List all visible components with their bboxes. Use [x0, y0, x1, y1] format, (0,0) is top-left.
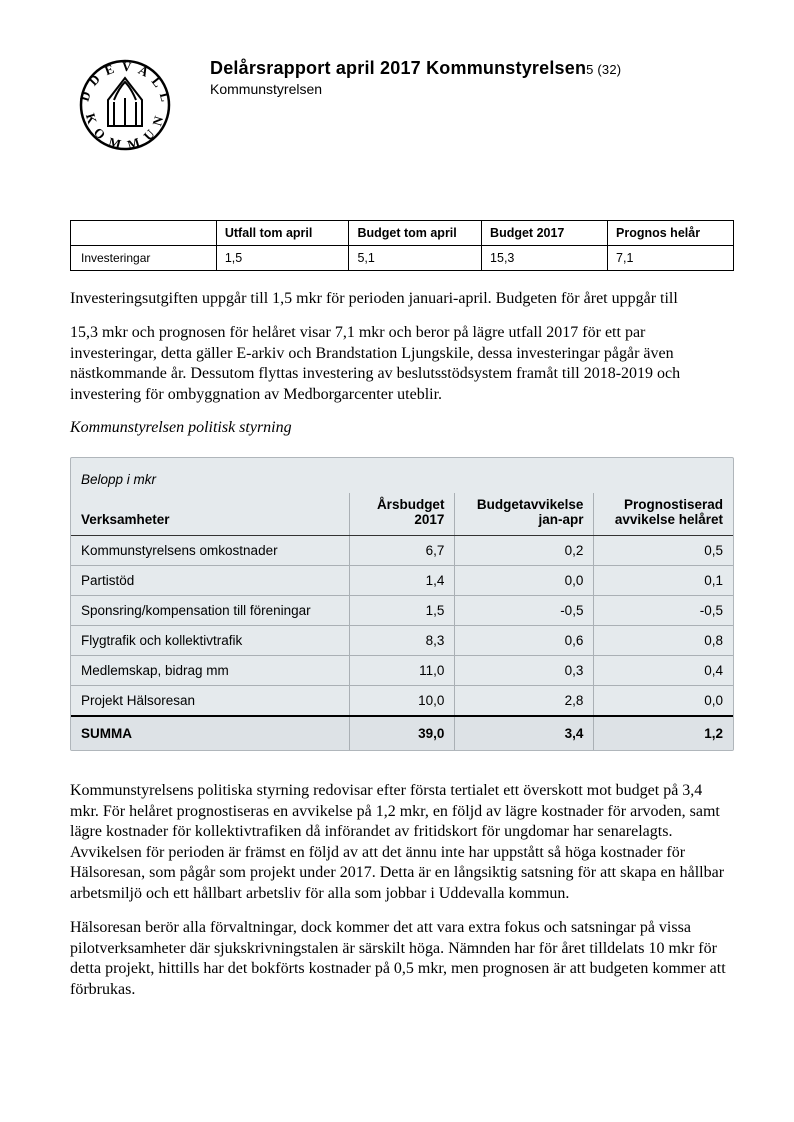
- row-label: Sponsring/kompensation till föreningar: [71, 596, 349, 626]
- cell: 8,3: [349, 626, 455, 656]
- unit-label: Belopp i mkr: [71, 458, 733, 493]
- investments-table: Utfall tom april Budget tom april Budget…: [70, 220, 734, 271]
- row-label: Kommunstyrelsens omkostnader: [71, 536, 349, 566]
- table-row: Sponsring/kompensation till föreningar1,…: [71, 596, 733, 626]
- cell: 2,8: [455, 686, 594, 717]
- cell: 1,5: [216, 246, 349, 271]
- sum-row: SUMMA39,03,41,2: [71, 716, 733, 750]
- paragraph: 15,3 mkr och prognosen för helåret visar…: [70, 323, 734, 405]
- page: • U D D E V A L L A • K O M M U N Delårs…: [0, 0, 794, 1074]
- header-text: Delårsrapport april 2017 Kommunstyrelsen…: [210, 50, 621, 97]
- row-label: Flygtrafik och kollektivtrafik: [71, 626, 349, 656]
- col-avvikelse-apr: Budgetavvikelse jan-apr: [455, 493, 594, 536]
- header-row: • U D D E V A L L A • K O M M U N Delårs…: [70, 50, 734, 160]
- col-prognos: Prognos helår: [608, 221, 734, 246]
- cell: 0,5: [594, 536, 733, 566]
- cell: 0,6: [455, 626, 594, 656]
- col-arsbudget: Årsbudget 2017: [349, 493, 455, 536]
- activities-table-wrap: Belopp i mkr Verksamheter Årsbudget 2017: [70, 457, 734, 751]
- svg-text:• U D D E V A L L A •: • U D D E V A L L A •: [70, 50, 174, 108]
- cell: 6,7: [349, 536, 455, 566]
- sum-cell: 1,2: [594, 716, 733, 750]
- col-budget-2017: Budget 2017: [482, 221, 608, 246]
- sum-cell: 3,4: [455, 716, 594, 750]
- cell: 10,0: [349, 686, 455, 717]
- municipality-logo: • U D D E V A L L A • K O M M U N: [70, 50, 180, 160]
- table-row: Projekt Hälsoresan10,02,80,0: [71, 686, 733, 717]
- col-prognos-helar: Prognostiserad avvikelse helåret: [594, 493, 733, 536]
- row-label: Projekt Hälsoresan: [71, 686, 349, 717]
- cell: -0,5: [594, 596, 733, 626]
- cell: 7,1: [608, 246, 734, 271]
- section-title: Kommunstyrelsen politisk styrning: [70, 419, 734, 437]
- cell: 0,8: [594, 626, 733, 656]
- cell: 0,4: [594, 656, 733, 686]
- table-row: Medlemskap, bidrag mm11,00,30,4: [71, 656, 733, 686]
- table-row: Flygtrafik och kollektivtrafik8,30,60,8: [71, 626, 733, 656]
- cell: 0,0: [594, 686, 733, 717]
- doc-subtitle: Kommunstyrelsen: [210, 81, 621, 97]
- sum-label: SUMMA: [71, 716, 349, 750]
- table-row: Partistöd1,40,00,1: [71, 566, 733, 596]
- row-label: Investeringar: [71, 246, 217, 271]
- cell: 0,3: [455, 656, 594, 686]
- cell: -0,5: [455, 596, 594, 626]
- doc-title: Delårsrapport april 2017 Kommunstyrelsen…: [210, 58, 621, 79]
- col-utfall: Utfall tom april: [216, 221, 349, 246]
- title-main: Delårsrapport april 2017 Kommunstyrelsen: [210, 58, 586, 78]
- col-verksamheter: Verksamheter: [71, 493, 349, 536]
- cell: 1,5: [349, 596, 455, 626]
- paragraph: Kommunstyrelsens politiska styrning redo…: [70, 781, 734, 904]
- paragraph: Investeringsutgiften uppgår till 1,5 mkr…: [70, 289, 734, 309]
- table-row: Kommunstyrelsens omkostnader6,70,20,5: [71, 536, 733, 566]
- cell: 0,2: [455, 536, 594, 566]
- cell: 5,1: [349, 246, 482, 271]
- cell: 11,0: [349, 656, 455, 686]
- row-label: Medlemskap, bidrag mm: [71, 656, 349, 686]
- paragraph: Hälsoresan berör alla förvaltningar, doc…: [70, 918, 734, 1000]
- cell: 1,4: [349, 566, 455, 596]
- cell: 0,0: [455, 566, 594, 596]
- sum-cell: 39,0: [349, 716, 455, 750]
- page-number: 5 (32): [586, 62, 621, 77]
- cell: 15,3: [482, 246, 608, 271]
- cell: 0,1: [594, 566, 733, 596]
- col-budget-apr: Budget tom april: [349, 221, 482, 246]
- activities-table: Verksamheter Årsbudget 2017 Budgetavvike…: [71, 493, 733, 750]
- row-label: Partistöd: [71, 566, 349, 596]
